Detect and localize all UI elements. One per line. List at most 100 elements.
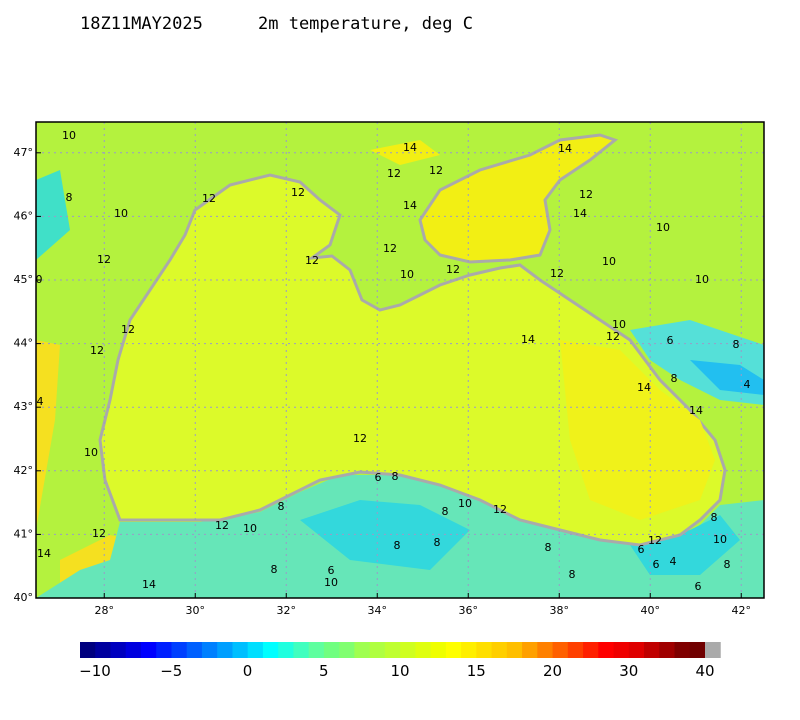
contour-label: 4 xyxy=(744,378,751,391)
colorbar-swatch xyxy=(308,642,325,658)
contour-label: 8 xyxy=(724,558,731,571)
contour-label: 10 xyxy=(400,268,414,281)
contour-label: 12 xyxy=(215,519,229,532)
contour-label: 10 xyxy=(62,129,76,142)
colorbar-swatch xyxy=(415,642,432,658)
colorbar-swatch xyxy=(476,642,493,658)
colorbar-swatch xyxy=(522,642,538,658)
contour-label: 8 xyxy=(271,563,278,576)
colorbar-swatch xyxy=(369,642,386,658)
contour-label: 6 xyxy=(328,564,335,577)
colorbar-swatch xyxy=(201,642,218,658)
colorbar-swatch xyxy=(567,642,584,658)
contour-label: 12 xyxy=(648,534,662,547)
contour-label: 8 xyxy=(394,539,401,552)
colorbar-swatch xyxy=(598,642,615,658)
contour-label: 14 xyxy=(573,207,587,220)
colorbar-swatch xyxy=(537,642,554,658)
contour-label: 10 xyxy=(84,446,98,459)
contour-label: 10 xyxy=(243,522,257,535)
contour-label: 14 xyxy=(689,404,703,417)
cold-region xyxy=(690,360,764,395)
colorbar-swatch xyxy=(80,642,96,658)
colorbar-swatch xyxy=(278,642,294,658)
colorbar-swatch xyxy=(110,642,127,658)
colorbar-swatch xyxy=(674,642,691,658)
contour-label: 12 xyxy=(383,242,397,255)
contour-label: 14 xyxy=(403,199,417,212)
contour-label: 4 xyxy=(670,555,677,568)
colorbar-swatch xyxy=(430,642,447,658)
contour-label: 12 xyxy=(446,263,460,276)
colorbar-label: −10 xyxy=(79,662,111,680)
colorbar-swatch xyxy=(125,642,142,658)
contour-label: 10 xyxy=(656,221,670,234)
colorbar-swatch xyxy=(293,642,310,658)
contour-label: 10 xyxy=(602,255,616,268)
colorbar-swatch xyxy=(583,642,599,658)
lat-tick-label: 42° xyxy=(14,464,34,477)
contour-label: 14 xyxy=(37,547,51,560)
colorbar-swatch xyxy=(262,642,279,658)
contour-label: 12 xyxy=(291,186,305,199)
contour-label: 12 xyxy=(90,344,104,357)
colorbar-swatch xyxy=(552,642,569,658)
contour-label: 6 xyxy=(667,334,674,347)
colorbar-swatch xyxy=(384,642,401,658)
contour-label: 8 xyxy=(392,470,399,483)
colorbar-swatch xyxy=(95,642,111,658)
contour-label: 8 xyxy=(733,338,740,351)
contour-label: 12 xyxy=(606,330,620,343)
map-frame xyxy=(35,121,765,599)
colorbar-label: 10 xyxy=(390,662,409,680)
sea xyxy=(98,173,727,547)
lon-tick-label: 38° xyxy=(550,604,570,617)
contour-label: 12 xyxy=(97,253,111,266)
contour-label: 10 xyxy=(114,207,128,220)
map-area xyxy=(36,122,764,598)
contour-label: 8 xyxy=(671,372,678,385)
colorbar-swatch xyxy=(140,642,157,658)
field-label: 2m temperature, deg C xyxy=(258,14,473,34)
cold-region xyxy=(300,500,470,570)
lon-tick-label: 42° xyxy=(732,604,752,617)
colorbar-swatch xyxy=(659,642,676,658)
colorbar-swatch xyxy=(171,642,188,658)
contour-label: 14 xyxy=(142,578,156,591)
contour-label: 8 xyxy=(278,500,285,513)
warm-region xyxy=(370,140,440,165)
contour-label: 10 xyxy=(713,533,727,546)
colorbar-swatch xyxy=(689,642,706,658)
colorbar-label: 30 xyxy=(619,662,638,680)
contour-label: 8 xyxy=(434,536,441,549)
colorbar-swatch xyxy=(247,642,264,658)
colorbar-swatch xyxy=(445,642,462,658)
contour-label: 14 xyxy=(558,142,572,155)
contour-label: 6 xyxy=(375,471,382,484)
lon-tick-label: 30° xyxy=(186,604,206,617)
contour-label: 12 xyxy=(353,432,367,445)
colorbar: −10 −5 0 5 10 15 20 30 40 xyxy=(79,642,721,680)
colorbar-swatch xyxy=(613,642,630,658)
lat-tick-label: 43° xyxy=(14,400,34,413)
contour-label: 14 xyxy=(637,381,651,394)
contour-label: 8 xyxy=(569,568,576,581)
colorbar-swatch xyxy=(217,642,233,658)
cool-region xyxy=(36,170,70,260)
colorbar-swatch xyxy=(644,642,660,658)
contour-label: 12 xyxy=(202,192,216,205)
lat-tick-label: 44° xyxy=(14,337,34,350)
contour-label: 12 xyxy=(550,267,564,280)
contour-label: 4 xyxy=(37,395,44,408)
contour-label: 10 xyxy=(695,273,709,286)
lon-tick-label: 28° xyxy=(95,604,115,617)
contour-label: 8 xyxy=(66,191,73,204)
contour-label: 6 xyxy=(695,580,702,593)
lat-tick-label: 41° xyxy=(14,527,34,540)
contour-label: 10 xyxy=(612,318,626,331)
contour-label: 14 xyxy=(521,333,535,346)
colorbar-swatch xyxy=(400,642,416,658)
lat-tick-label: 45° xyxy=(14,273,34,286)
contour-label: 14 xyxy=(403,141,417,154)
